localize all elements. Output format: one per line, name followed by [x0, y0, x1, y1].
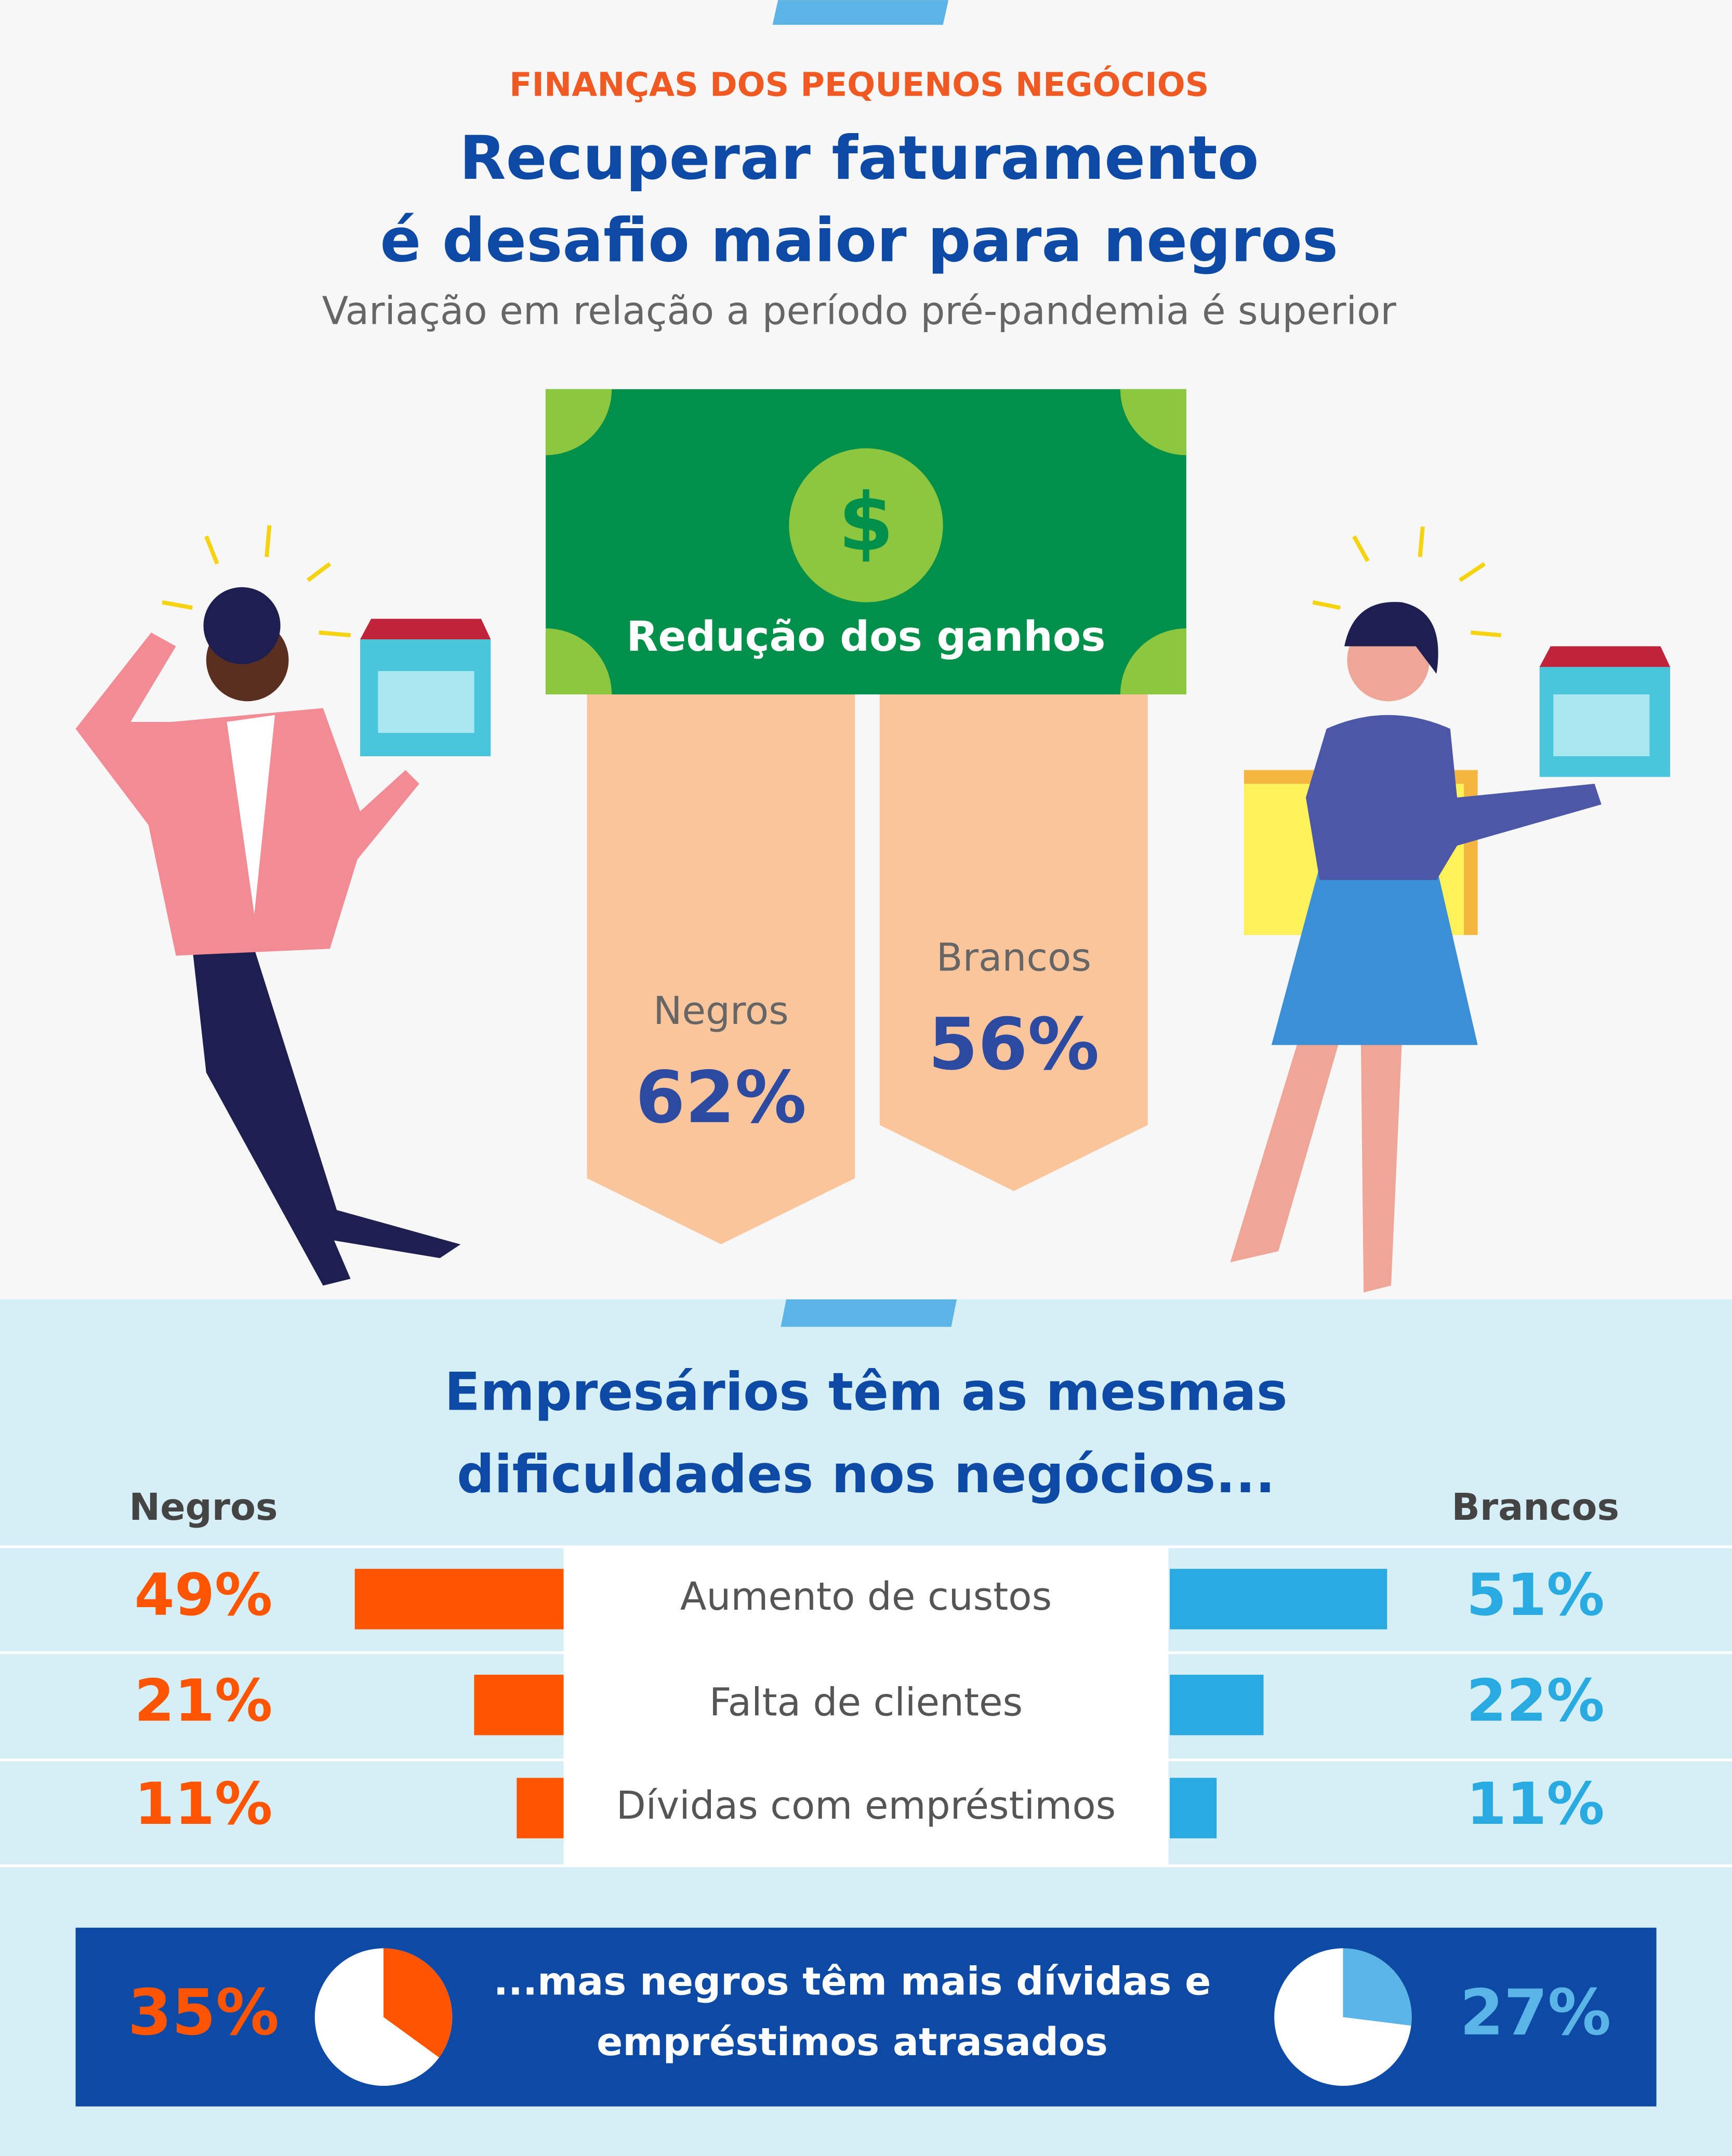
value-label: 21% — [135, 1667, 273, 1734]
section-tab — [781, 1299, 957, 1327]
bar — [1170, 1778, 1217, 1838]
value-label: 11% — [135, 1771, 273, 1838]
value-label: 56% — [928, 1003, 1099, 1086]
category-label: Aumento de custos — [680, 1574, 1052, 1619]
man-illustration — [75, 525, 491, 1286]
woman-illustration — [1230, 526, 1670, 1293]
category-box — [563, 1547, 1169, 1866]
section-title: Empresários têm as mesmas — [444, 1361, 1287, 1422]
section-title: dificuldades nos negócios... — [457, 1444, 1275, 1505]
row-dividers — [0, 1545, 1732, 1868]
pie-band — [75, 1927, 1657, 2107]
banknote: $ — [546, 389, 1186, 694]
bar — [517, 1778, 564, 1838]
pennant-bar — [879, 694, 1148, 1191]
pie-title: empréstimos atrasados — [597, 2020, 1108, 2065]
subtitle: Variação em relação a período pré-pandem… — [322, 289, 1397, 334]
bar — [354, 1569, 564, 1629]
pennant-bar — [587, 694, 855, 1244]
value-label: 27% — [1460, 1976, 1611, 2049]
legend-label: Brancos — [1451, 1485, 1619, 1529]
pie-slice — [1343, 1948, 1412, 2026]
title-line: Recuperar faturamento — [459, 123, 1259, 193]
pie-title: ...mas negros têm mais dívidas e — [494, 1960, 1211, 2004]
bar — [1170, 1569, 1387, 1629]
bar — [1170, 1675, 1264, 1736]
category-label: Negros — [653, 989, 789, 1033]
value-label: 49% — [135, 1562, 273, 1629]
pie-slice — [384, 1948, 453, 2058]
svg-text:$: $ — [838, 477, 894, 569]
bar — [474, 1675, 564, 1736]
top-tab — [772, 0, 949, 25]
category-label: Falta de clientes — [709, 1680, 1023, 1725]
category-label: Dívidas com empréstimos — [616, 1783, 1116, 1828]
kicker: FINANÇAS DOS PEQUENOS NEGÓCIOS — [509, 64, 1209, 103]
title-line: é desafio maior para negros — [380, 206, 1338, 276]
legend-label: Negros — [129, 1485, 277, 1529]
value-label: 51% — [1466, 1562, 1605, 1629]
value-label: 35% — [128, 1976, 279, 2049]
value-label: 62% — [636, 1056, 806, 1139]
chart-title: Redução dos ganhos — [626, 612, 1105, 661]
value-label: 11% — [1466, 1771, 1605, 1838]
value-label: 22% — [1466, 1667, 1605, 1734]
category-label: Brancos — [936, 936, 1091, 980]
